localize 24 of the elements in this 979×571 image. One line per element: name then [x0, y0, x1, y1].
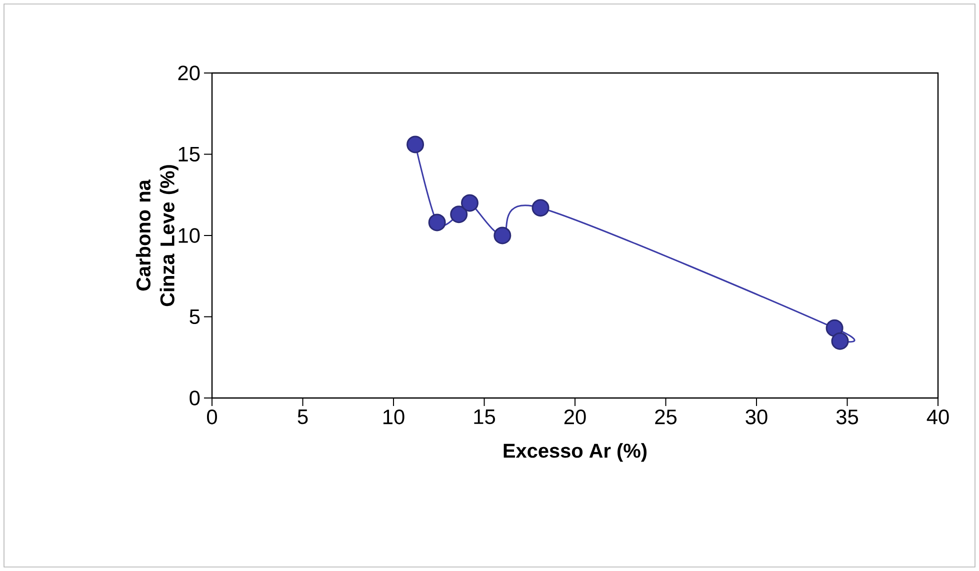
x-tick-label: 25 [655, 410, 677, 424]
x-tick-label: 10 [383, 410, 404, 424]
y-tick-label: 15 [178, 146, 200, 162]
x-tick-label: 40 [926, 410, 949, 424]
point [831, 332, 849, 350]
x-tick-label: 0 [207, 410, 218, 424]
point [494, 226, 512, 244]
y-axis-title: Carbono na Cinza Leve (%) [136, 165, 178, 306]
x-tick-label: 20 [564, 410, 586, 424]
point [826, 319, 844, 337]
point [428, 214, 446, 232]
y-tick-label: 10 [178, 228, 200, 243]
y-tick-label: 5 [190, 309, 200, 324]
x-tick-label: 15 [474, 410, 496, 424]
x-axis-title: Excesso Ar (%) [504, 443, 647, 462]
point [450, 206, 468, 224]
x-tick-label: 35 [836, 410, 858, 424]
point [460, 194, 478, 212]
point [406, 136, 424, 154]
x-tick-label: 5 [298, 410, 308, 424]
x-tick-label: 30 [746, 410, 768, 424]
y-tick-label: 0 [190, 390, 200, 406]
y-tick-label: 20 [178, 66, 200, 80]
point [532, 199, 550, 217]
